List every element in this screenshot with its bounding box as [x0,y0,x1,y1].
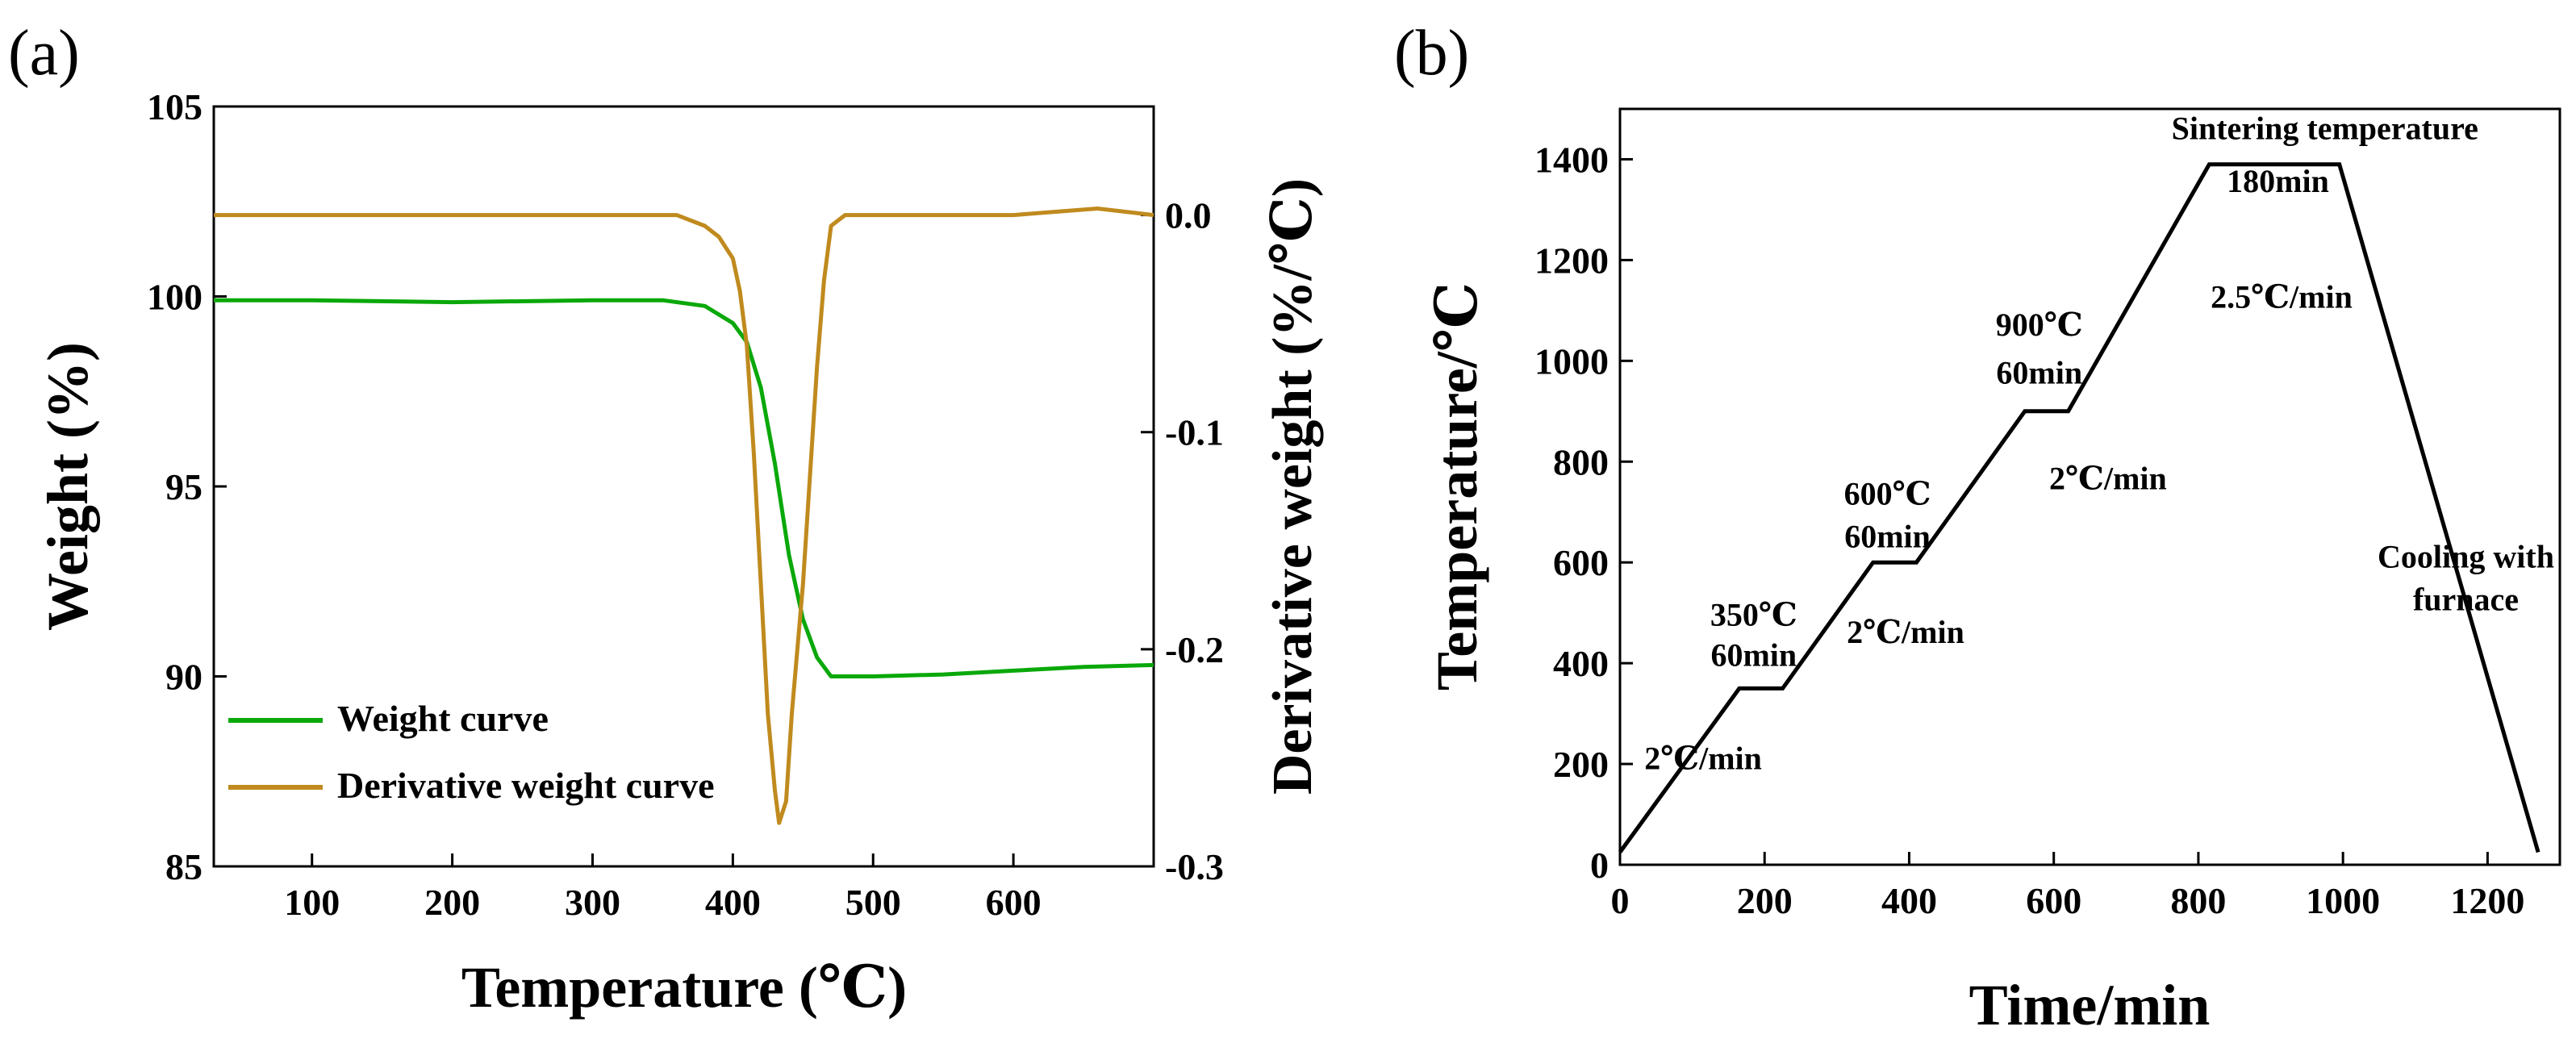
annotation-label: 2.5℃/min [2211,279,2353,315]
y-tick-label-b: 0 [1590,845,1609,886]
x-tick-label-b: 200 [1737,880,1793,921]
sintering-profile-chart: 0 200 400 600 800 1000 1200 0 200 400 600 800 1000 1… [1425,107,2561,1037]
annotation-label: Cooling with [2378,538,2554,574]
legend-label-weight: Weight curve [337,698,549,739]
y-tick-label-b: 200 [1553,744,1609,785]
annotation-label: 900℃ [1996,307,2083,343]
y2-tick-label-a: -0.3 [1165,846,1224,887]
annotation-label: 180min [2227,163,2329,199]
x-tick-label-a: 100 [284,882,340,923]
legend-label-derivative: Derivative weight curve [337,765,715,806]
x-tick-label-a: 600 [986,882,1042,923]
y-axis-title-a: Weight (%) [35,342,100,631]
x-tick-label-b: 800 [2170,880,2226,921]
annotation-label: 60min [1710,636,1797,673]
x-tick-label-b: 400 [1881,880,1937,921]
x-tick-label-b: 1000 [2306,880,2380,921]
y2-axis-title-a: Derivative weight (%/℃) [1262,178,1324,795]
annotation-label: 2℃/min [2049,461,2167,497]
x-axis-title-b: Time/min [1969,973,2211,1037]
y-tick-label-a: 95 [165,466,202,507]
plot-frame-a [212,105,1155,868]
x-axis-title-a: Temperature (℃) [461,955,907,1020]
x-tick-label-a: 200 [424,882,480,923]
y-axis-title-b: Temperature/℃ [1425,282,1489,691]
y2-tick-label-a: 0.0 [1165,195,1212,236]
y-tick-label-b: 1400 [1534,139,1609,180]
y-tick-label-a: 100 [147,277,202,318]
derivative-curve-line [214,207,1154,825]
y2-tick-label-a: -0.1 [1165,412,1224,453]
y-tick-label-a: 85 [165,846,202,887]
x-tick-label-a: 300 [565,882,620,923]
legend-a: Weight curve Derivative weight curve [228,698,715,806]
x-tick-label-b: 1200 [2450,880,2524,921]
x-tick-label-b: 600 [2026,880,2081,921]
annotation-label: Sintering temperature [2172,110,2478,146]
panel-b-label: (b) [1394,18,1469,89]
y-tick-label-a: 105 [147,86,202,127]
annotation-label: 600℃ [1844,475,1931,511]
y-tick-label-a: 90 [165,657,202,698]
x-tick-label-a: 400 [705,882,761,923]
annotation-label: 2℃/min [1644,740,1762,776]
panel-a-label: (a) [8,18,80,89]
annotation-label: 350℃ [1710,596,1797,632]
annotation-label: furnace [2413,582,2519,618]
tga-chart: 100 200 300 400 500 600 85 90 95 100 105 -0.3 -0.2… [35,86,1324,1020]
y2-tick-label-a: -0.2 [1165,629,1224,670]
annotation-label: 60min [1996,354,2082,390]
y-tick-label-b: 400 [1553,643,1609,684]
temperature-profile-line [1618,162,2541,853]
annotation-label: 2℃/min [1847,614,1964,650]
annotation-label: 60min [1844,518,1931,554]
plot-frame-b [1618,107,2561,866]
y-tick-label-b: 800 [1553,441,1609,482]
y-tick-label-b: 1000 [1534,340,1609,382]
x-tick-label-a: 500 [845,882,901,923]
weight-curve-line [214,298,1154,678]
x-tick-label-b: 0 [1611,880,1630,921]
y-tick-label-b: 1200 [1534,240,1609,281]
y-tick-label-b: 600 [1553,542,1609,583]
